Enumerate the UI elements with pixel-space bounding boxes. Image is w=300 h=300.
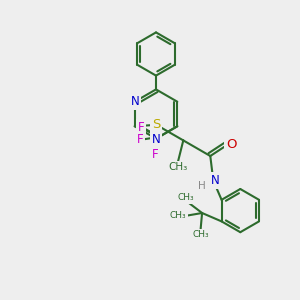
Text: F: F <box>152 148 158 161</box>
Text: CH₃: CH₃ <box>170 212 186 220</box>
Text: N: N <box>152 133 160 146</box>
Text: S: S <box>152 118 160 131</box>
Text: F: F <box>137 121 144 134</box>
Text: N: N <box>131 95 140 108</box>
Text: CH₃: CH₃ <box>177 193 194 202</box>
Text: CH₃: CH₃ <box>192 230 209 239</box>
Text: H: H <box>198 181 206 191</box>
Text: N: N <box>210 174 219 187</box>
Text: F: F <box>137 133 143 146</box>
Text: O: O <box>226 137 236 151</box>
Text: CH₃: CH₃ <box>168 162 188 172</box>
